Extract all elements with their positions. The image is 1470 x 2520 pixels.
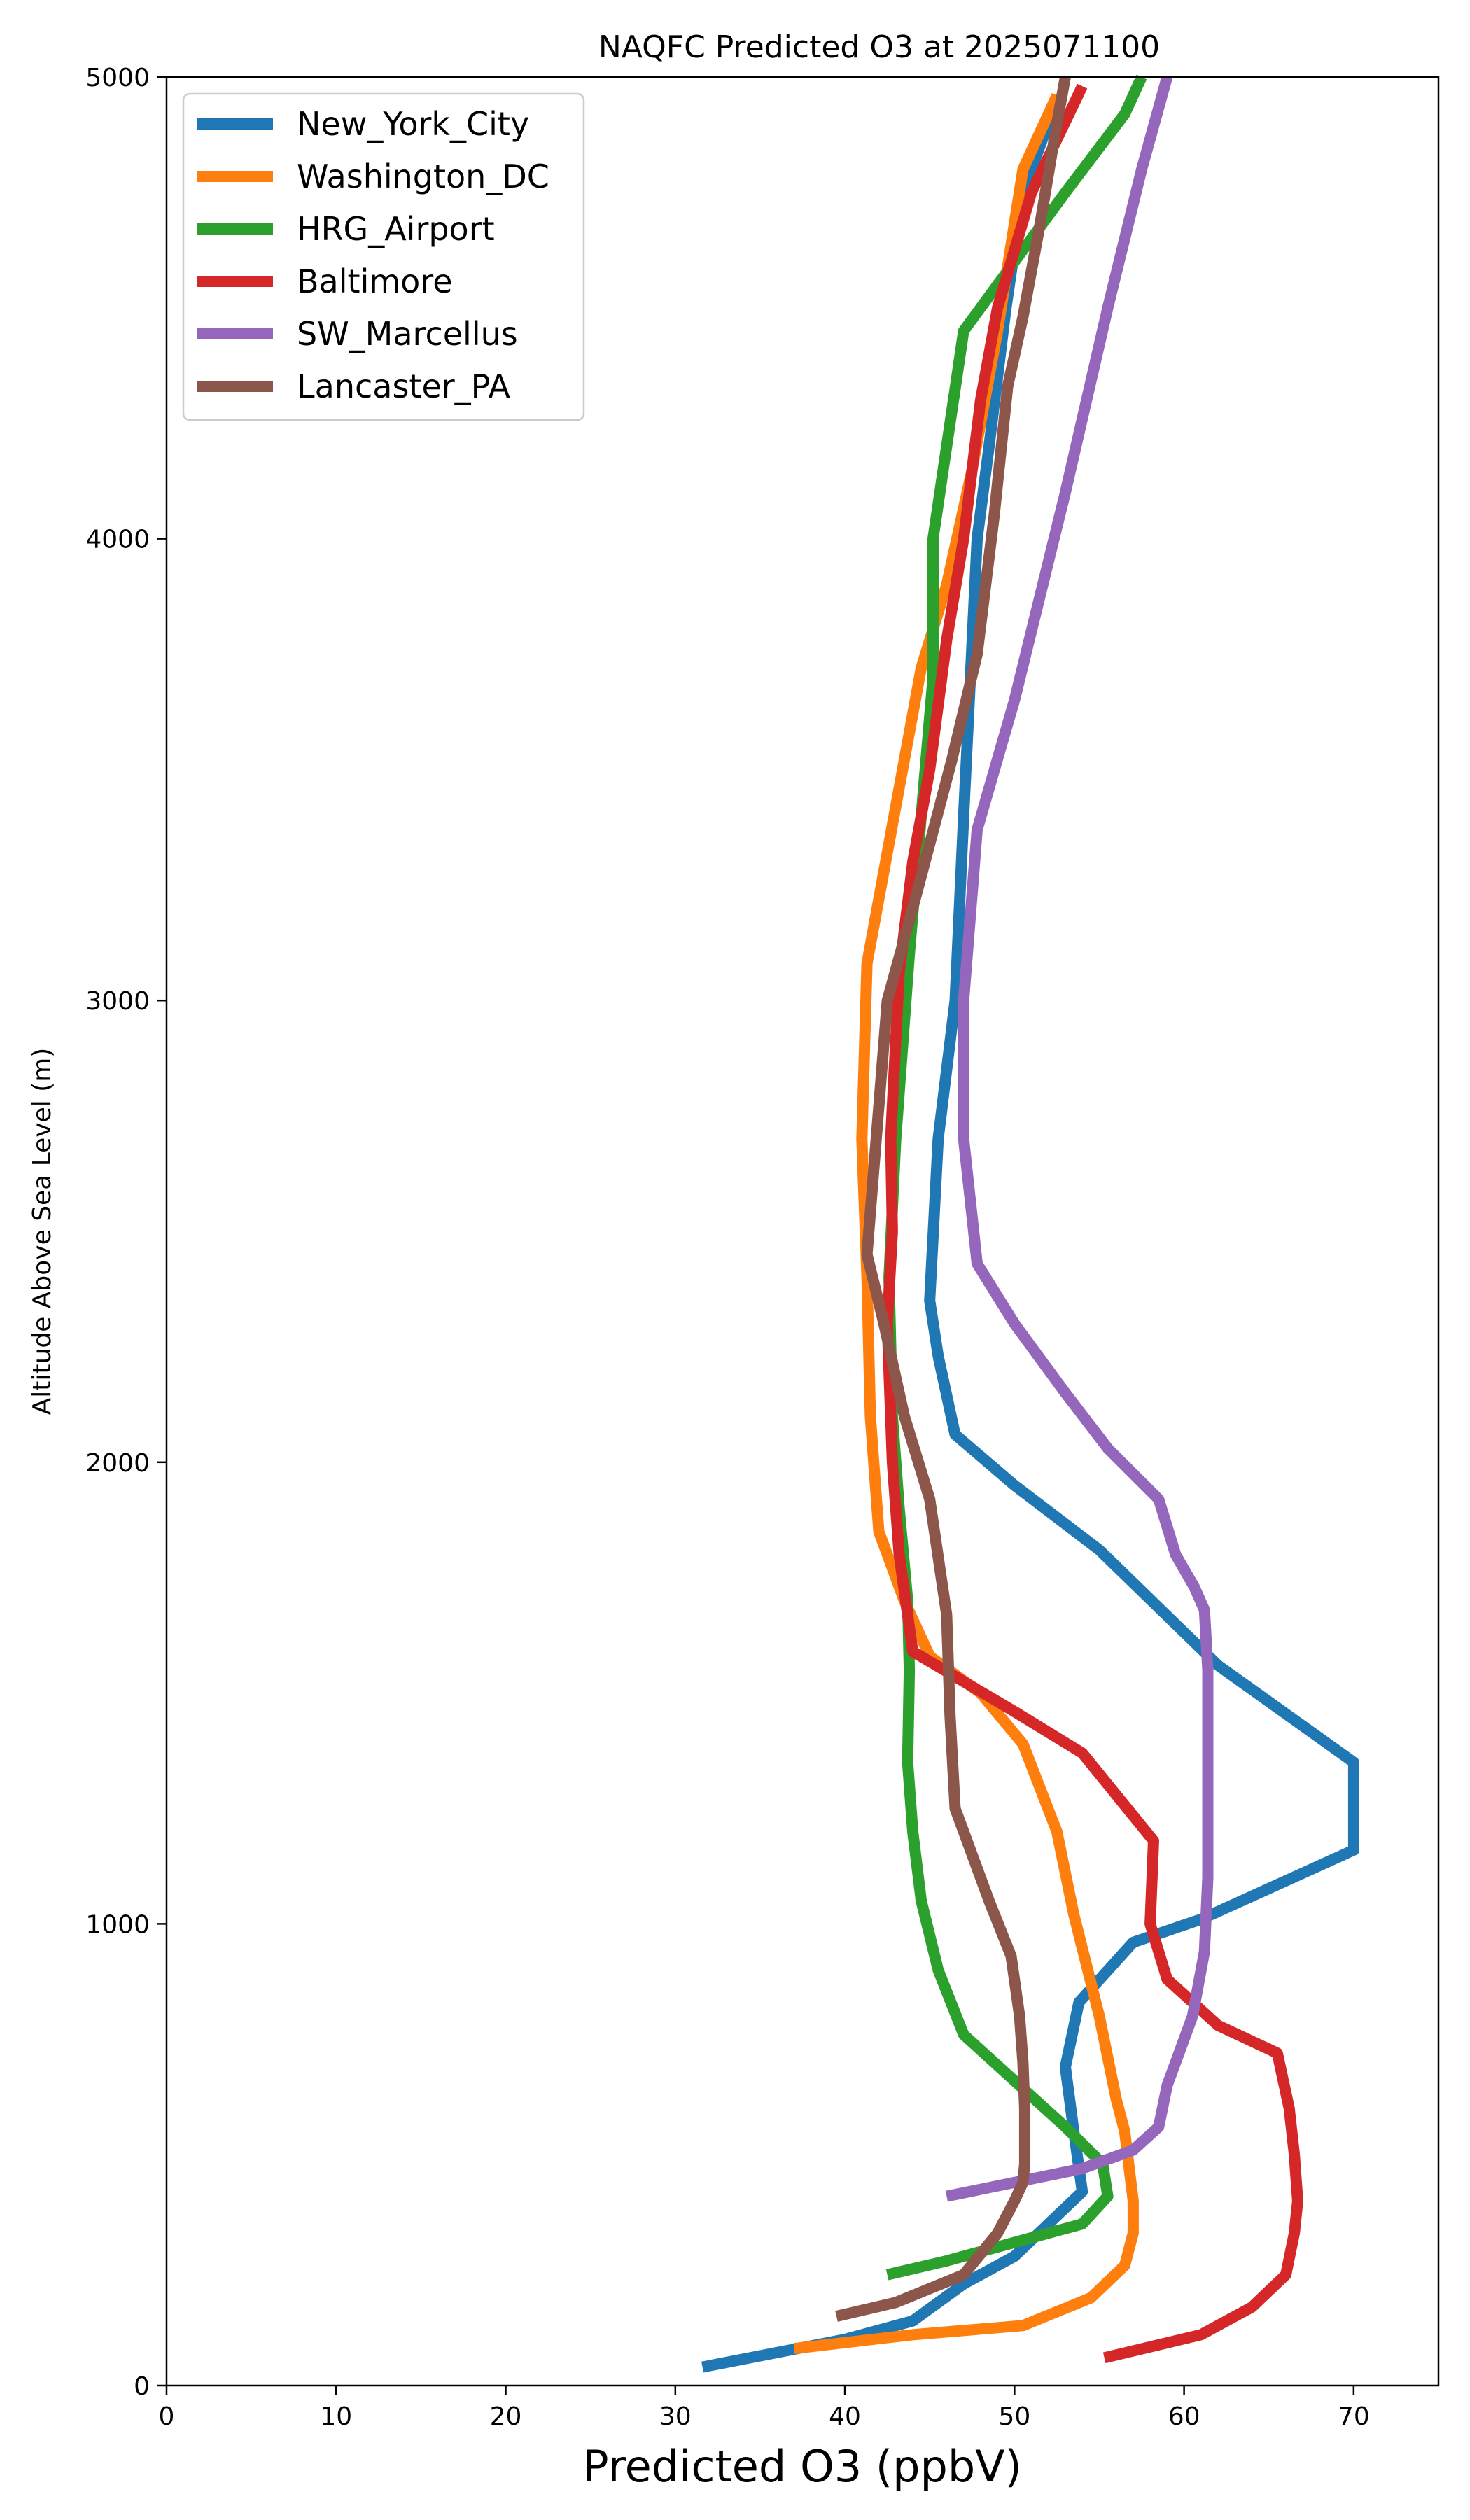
y-tick-label: 5000 [85, 64, 150, 92]
legend-items: New_York_City Washington_DC HRG_Airport Bal… [197, 105, 550, 405]
legend-label: New_York_City [297, 105, 529, 143]
x-tick-label: 30 [659, 2402, 692, 2431]
x-axis-ticks: 0 10 20 30 40 50 60 70 [159, 2386, 1370, 2431]
y-axis-ticks: 0 1000 2000 3000 4000 5000 [85, 64, 167, 2401]
x-tick-label: 60 [1168, 2402, 1200, 2431]
legend-label: Washington_DC [297, 158, 550, 195]
series-line-sw-marcellus [945, 75, 1214, 2202]
legend: New_York_City Washington_DC HRG_Airport Bal… [182, 92, 585, 421]
legend-label: Lancaster_PA [297, 368, 510, 405]
x-tick-label: 40 [829, 2402, 861, 2431]
y-tick-label: 1000 [85, 1910, 150, 1939]
plot-area-frame [165, 76, 1440, 2387]
series-line-baltimore [881, 83, 1303, 2364]
series-layer [701, 74, 1359, 2373]
x-tick-label: 70 [1338, 2402, 1370, 2431]
legend-box [182, 92, 585, 421]
series-line-lancaster-pa [835, 76, 1071, 2322]
y-axis-label: Altitude Above Sea Level (m) [28, 1048, 57, 1415]
x-axis-label: Predicted O3 (ppbV) [582, 2441, 1022, 2492]
x-tick-label: 50 [998, 2402, 1030, 2431]
y-tick-label: 2000 [85, 1449, 150, 1478]
legend-label: Baltimore [297, 262, 453, 300]
x-tick-label: 20 [490, 2402, 522, 2431]
y-tick-label: 4000 [85, 526, 150, 554]
legend-label: HRG_Airport [297, 210, 495, 248]
y-tick-label: 3000 [85, 987, 150, 1016]
chart-title: NAQFC Predicted O3 at 2025071100 [598, 29, 1160, 65]
y-tick-label: 0 [134, 2372, 150, 2401]
legend-label: SW_Marcellus [297, 315, 518, 353]
x-tick-label: 0 [159, 2402, 175, 2431]
x-tick-label: 10 [320, 2402, 352, 2431]
